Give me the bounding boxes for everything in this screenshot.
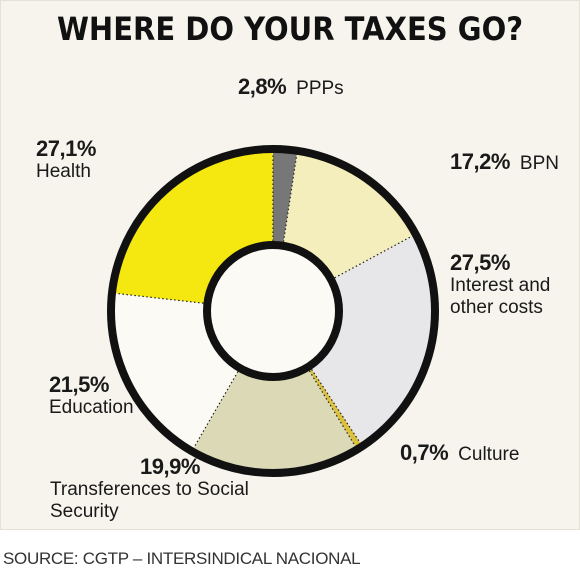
label-health-value: 27,1% xyxy=(36,136,96,161)
donut-slice-interest-and-other-costs xyxy=(309,234,436,447)
label-bpn: 17,2% BPN xyxy=(450,149,559,175)
slice-separator xyxy=(306,367,358,450)
label-bpn-value: 17,2% xyxy=(450,149,510,174)
label-culture-value: 0,7% xyxy=(400,440,449,465)
donut-inner-ring xyxy=(203,241,343,381)
label-culture: 0,7% Culture xyxy=(400,440,519,466)
donut-slice-bpn xyxy=(282,150,416,280)
slice-separator xyxy=(111,292,208,305)
label-interest: 27,5% Interest and other costs xyxy=(450,250,550,319)
label-social-security-name: Transferences to Social Security xyxy=(50,479,249,523)
label-interest-value: 27,5% xyxy=(450,250,510,275)
label-health: 27,1% Health xyxy=(36,136,96,183)
donut-slice-transferences-to-social-security xyxy=(191,367,358,474)
label-education: 21,5% Education xyxy=(49,372,134,419)
label-bpn-name: BPN xyxy=(519,153,559,174)
slice-separator xyxy=(191,367,241,452)
donut-slice-health xyxy=(112,149,273,304)
chart-title: WHERE DO YOUR TAXES GO? xyxy=(56,10,524,48)
label-ppps: 2,8% PPPs xyxy=(238,74,344,100)
donut-outer-ring xyxy=(107,145,439,477)
label-social-security-value: 19,9% xyxy=(140,454,200,479)
label-education-value: 21,5% xyxy=(49,372,109,397)
source-note: SOURCE: CGTP – INTERSINDICAL NACIONAL xyxy=(3,549,361,568)
label-culture-name: Culture xyxy=(458,444,520,465)
label-interest-name-line2: other costs xyxy=(450,297,543,319)
label-social-security: 19,9% Transferences to Social Security xyxy=(50,454,290,523)
slice-separator xyxy=(330,233,416,281)
label-interest-name-line1: Interest and xyxy=(450,275,551,297)
label-ppps-value: 2,8% xyxy=(238,74,287,99)
slice-separator xyxy=(308,365,363,447)
label-health-name: Health xyxy=(36,161,91,183)
label-education-name: Education xyxy=(49,397,134,419)
donut-slice-culture xyxy=(307,366,363,450)
slice-separator xyxy=(282,150,298,246)
label-ppps-name: PPPs xyxy=(296,78,344,99)
donut-slice-ppps xyxy=(273,149,298,246)
